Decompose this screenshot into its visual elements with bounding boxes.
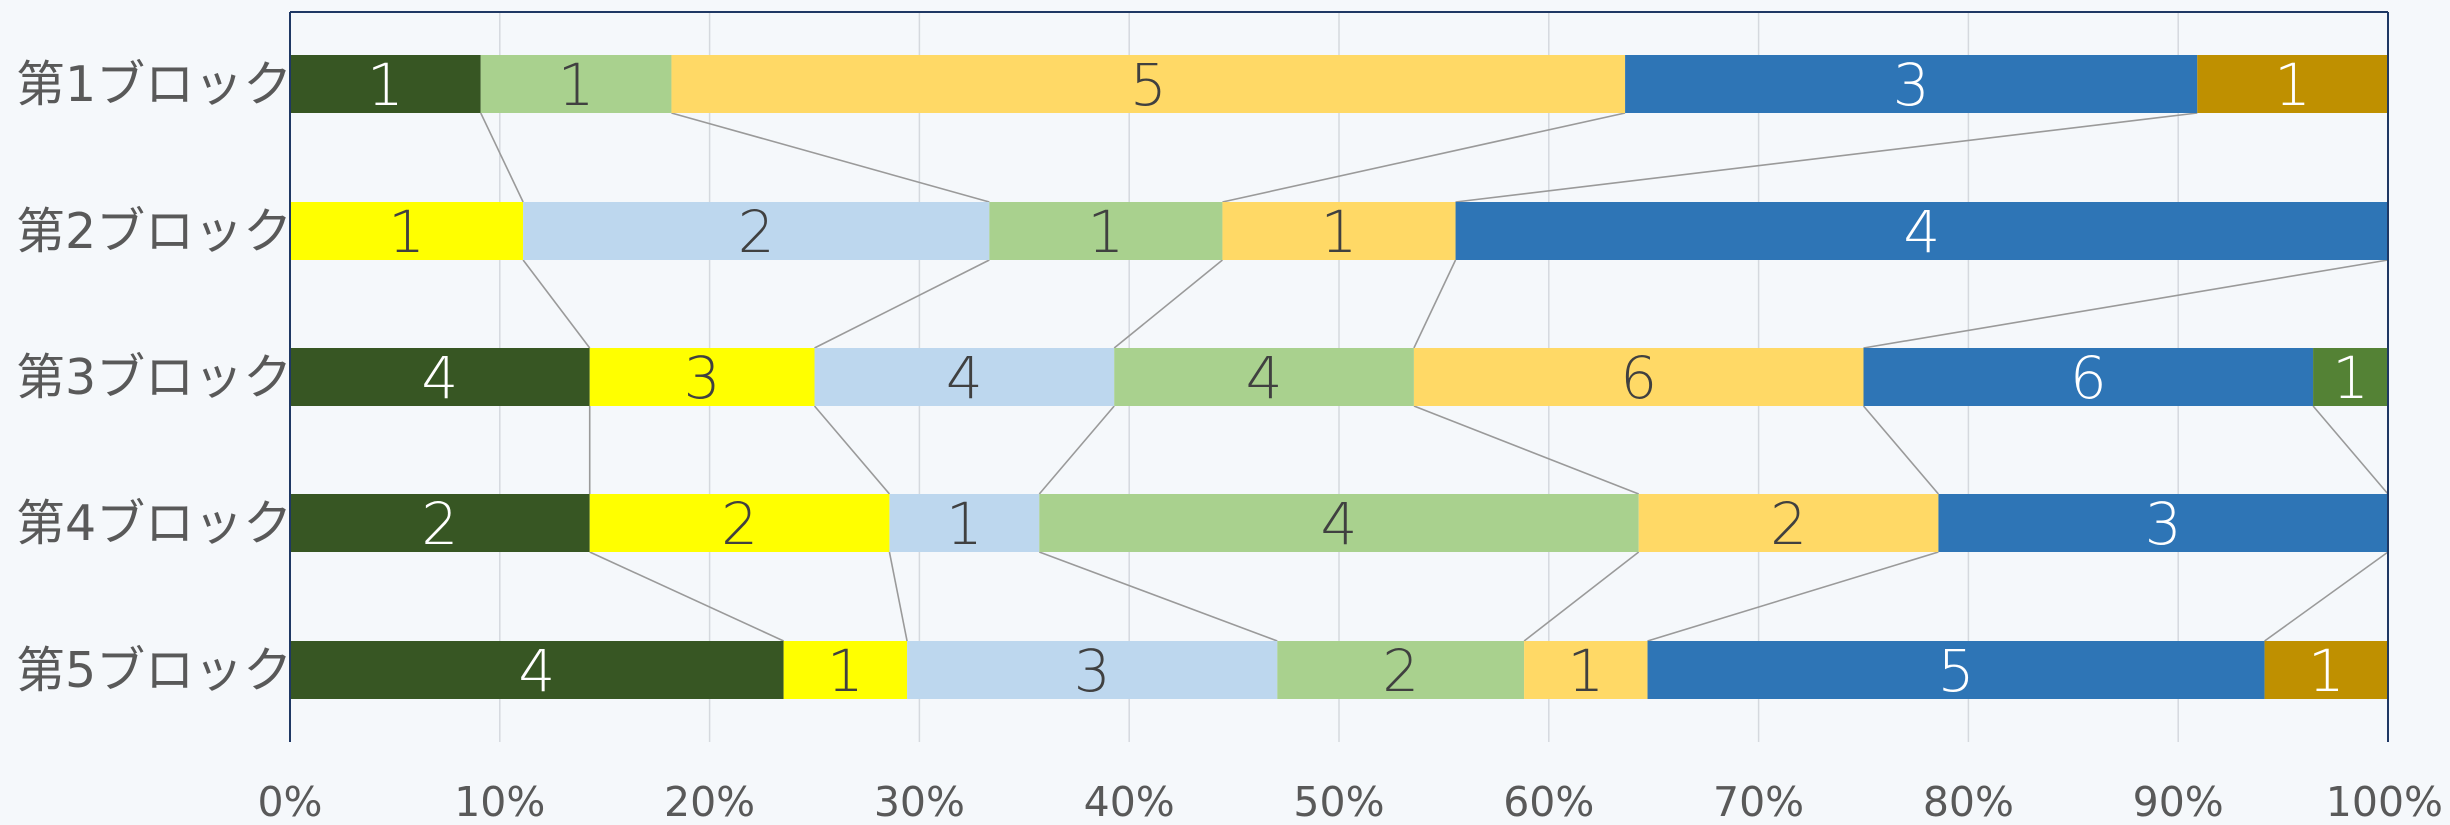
data-label: 2 [721,490,758,558]
x-tick-label: 0% [257,778,322,825]
bar-segment [1222,202,1456,260]
data-label: 2 [1770,490,1807,558]
bar-segment [1863,348,2314,406]
category-label: 第3ブロック [16,349,292,406]
x-tick-label: 20% [664,778,755,825]
bar-segment [1647,641,2265,699]
x-tick-label: 50% [1293,778,1384,825]
bar-segment [671,55,1626,113]
bar-segment [523,202,990,260]
bar-segment [589,348,815,406]
bar-segment [989,202,1223,260]
series-line [1863,259,2389,349]
series-line [480,112,524,203]
bar-segment [2264,641,2388,699]
data-label: 3 [2145,490,2182,558]
series-line [2264,551,2389,642]
bar-segment [1638,494,1939,552]
series-line [1413,259,1457,349]
data-label: 3 [1893,51,1930,119]
series-line [813,405,891,495]
bar-segment [290,202,524,260]
x-tick-label: 10% [454,778,545,825]
series-line [814,259,990,349]
series-line [522,259,591,349]
series-line [1039,551,1278,642]
data-label: 1 [2332,344,2369,412]
bar-segment [290,55,481,113]
category-label: 第5ブロック [16,642,292,699]
data-label: 3 [1074,637,1111,705]
data-label: 6 [2070,344,2107,412]
data-label: 4 [421,344,458,412]
data-label: 1 [1321,198,1358,266]
data-label: 1 [1567,637,1604,705]
series-line [671,112,990,203]
data-label: 1 [388,198,425,266]
series-line [1222,112,1626,203]
x-tick-label: 60% [1503,778,1594,825]
bar-segment [1625,55,2198,113]
x-tick-label: 30% [874,778,965,825]
data-label: 5 [1130,51,1167,119]
data-label: 6 [1620,344,1657,412]
series-line [1038,405,1115,495]
data-label: 2 [1382,637,1419,705]
series-line [1413,405,1640,495]
data-label: 1 [1087,198,1124,266]
data-label: 4 [1903,198,1940,266]
bar-segment [290,494,590,552]
bar-segment [1277,641,1525,699]
data-label: 1 [367,51,404,119]
series-line [1647,551,1939,642]
series-line [888,551,908,642]
x-tick-label: 70% [1713,778,1804,825]
data-label: 1 [827,637,864,705]
bar-segment [907,641,1278,699]
x-tick-label: 100% [2326,778,2443,825]
x-tick-label: 40% [1084,778,1175,825]
bar-segment [783,641,908,699]
data-label: 4 [1246,344,1283,412]
category-label: 第2ブロック [16,203,292,260]
bar-segment [1938,494,2388,552]
bar-segment [2197,55,2388,113]
bar-segment [1524,641,1648,699]
bar-segment [589,494,890,552]
series-line [1862,405,1940,495]
bar-segment [1039,494,1639,552]
data-label: 1 [2274,51,2311,119]
bar-segment [814,348,1115,406]
data-label: 5 [1938,637,1975,705]
series-line [1523,551,1640,642]
series-line [1113,259,1223,349]
series-line [2312,405,2389,495]
series-line [1455,112,2198,203]
bar-segment [2313,348,2388,406]
category-label: 第4ブロック [16,495,292,552]
data-label: 2 [738,198,775,266]
data-label: 2 [421,490,458,558]
data-label: 4 [518,637,555,705]
category-label: 第1ブロック [16,56,292,113]
data-label: 1 [2308,637,2345,705]
x-tick-label: 90% [2133,778,2224,825]
bar-segment [889,494,1040,552]
x-tick-label: 80% [1923,778,2014,825]
bar-segment [480,55,672,113]
data-label: 1 [946,490,983,558]
data-label: 4 [946,344,983,412]
bar-segment [1455,202,2388,260]
bar-segment [1413,348,1864,406]
bar-segment [1114,348,1414,406]
data-label: 4 [1321,490,1358,558]
data-label: 3 [684,344,721,412]
data-label: 1 [558,51,595,119]
bar-segment [290,348,590,406]
bar-segment [290,641,784,699]
series-line [589,551,784,642]
